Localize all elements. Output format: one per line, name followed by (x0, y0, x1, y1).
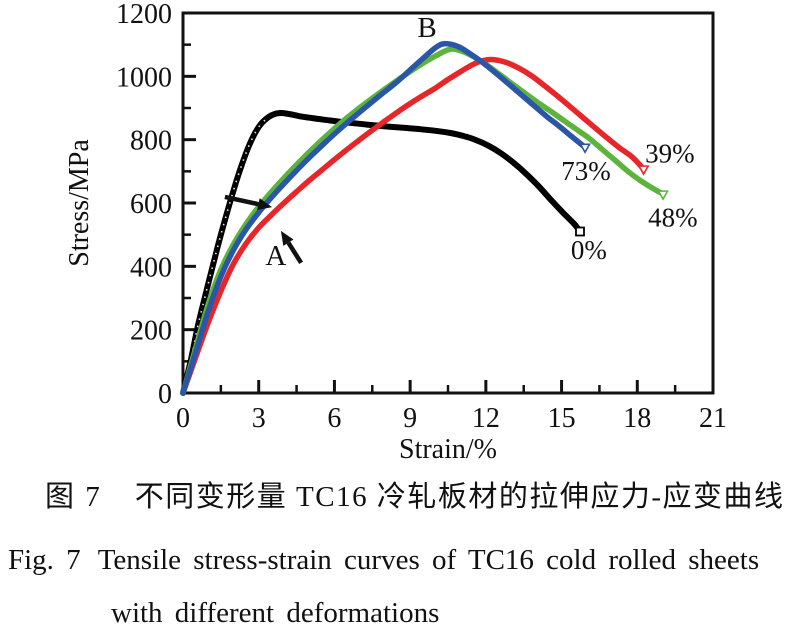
annotation-arrow-1-shaft (224, 194, 259, 207)
caption-en-text: Tensile stress-strain curves of TC16 col… (97, 544, 760, 576)
caption-en-number: Fig. 7 (8, 544, 81, 576)
series-label-73%: 73% (561, 156, 611, 186)
plot-frame (181, 11, 715, 395)
y-tick-label: 1200 (116, 0, 172, 30)
stress-strain-chart: 0 3 6 9 12 15 18 21 0 200 400 600 800 1000 1200 Strain/… (64, 0, 727, 465)
x-tick-label: 12 (472, 403, 500, 434)
x-tick-label: 6 (327, 403, 341, 434)
caption-line-en: Fig. 7 Tensile stress-strain curves of TC… (8, 544, 759, 577)
series-label-0%: 0% (571, 235, 607, 265)
curve-73% (180, 40, 588, 396)
x-tick-label: 9 (403, 403, 417, 434)
end-marker-triangle-73% (579, 143, 591, 154)
annotation-arrow-1-head (257, 198, 273, 211)
annotation-A: A (265, 240, 286, 272)
y-axis-title: Stress/MPa (64, 139, 95, 267)
x-tick-label: 21 (699, 403, 727, 434)
curve-0% (180, 109, 583, 396)
x-tick-label: 15 (548, 403, 576, 434)
annotation-arrow-2-head (280, 230, 294, 246)
caption-zh-number: 图 7 (45, 481, 102, 513)
x-axis-title: Strain/% (399, 434, 497, 465)
annotation-arrow-2-shaft (286, 241, 304, 265)
x-tick-label: 18 (623, 403, 651, 434)
series-label-48%: 48% (648, 202, 698, 232)
caption-zh-text: 不同变形量 TC16 冷轧板材的拉伸应力-应变曲线 (134, 481, 785, 513)
end-marker-triangle-48% (657, 190, 669, 201)
caption-line-zh: 图 7 不同变形量 TC16 冷轧板材的拉伸应力-应变曲线 (45, 481, 784, 514)
caption-en-text2: with different deformations (111, 597, 440, 629)
series-label-39%: 39% (645, 138, 695, 168)
y-tick-label: 1000 (116, 62, 172, 93)
y-tick-label: 600 (130, 189, 172, 220)
end-marker-square-0% (575, 226, 585, 237)
y-tick-label: 800 (130, 126, 172, 157)
y-tick-label: 400 (130, 252, 172, 283)
y-tick-label: 200 (130, 316, 172, 347)
annotation-B: B (417, 12, 436, 44)
end-marker-triangle-39% (637, 165, 650, 176)
x-tick-label: 0 (176, 403, 190, 434)
curve-39% (180, 56, 647, 396)
y-tick-label: 0 (158, 379, 172, 410)
x-tick-label: 3 (252, 403, 266, 434)
caption-line-en2: with different deformations (111, 597, 439, 630)
